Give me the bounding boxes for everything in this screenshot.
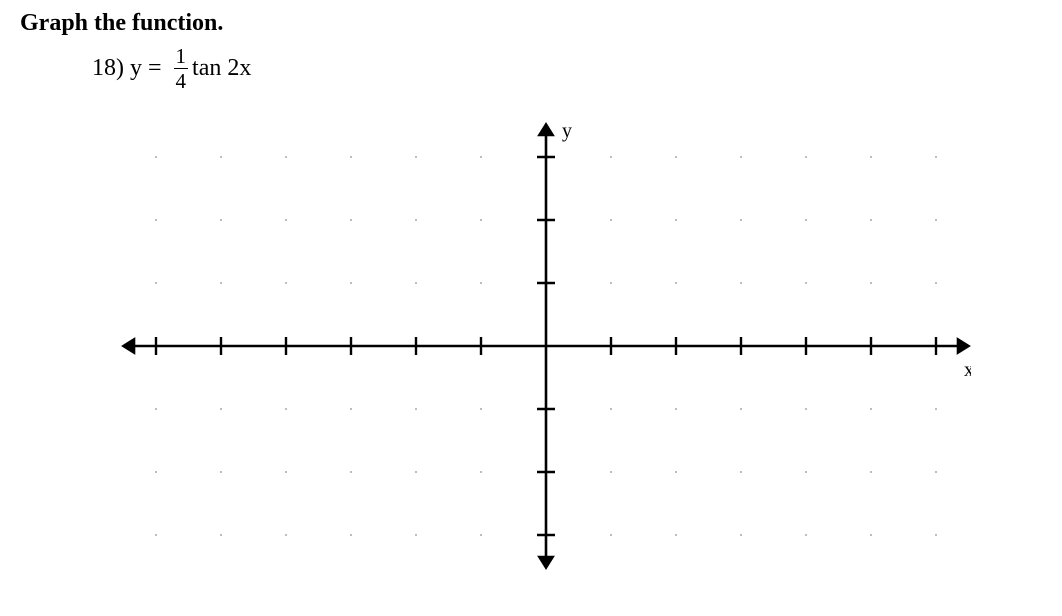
equation-lhs: y <box>130 55 142 82</box>
fraction-numerator: 1 <box>174 45 189 67</box>
question-number: 18) <box>92 55 124 82</box>
coordinate-grid: yx <box>91 116 971 576</box>
svg-text:y: y <box>562 120 572 142</box>
svg-text:x: x <box>964 359 971 381</box>
fraction-denominator: 4 <box>174 70 189 92</box>
section-title: Graph the function. <box>20 10 1042 37</box>
equation-equals: = <box>148 55 162 82</box>
equation: y = 1 4 tan 2x <box>130 45 251 92</box>
equation-rhs: tan 2x <box>192 55 251 82</box>
problem-row: 18) y = 1 4 tan 2x <box>92 45 1042 92</box>
graph-container: yx <box>20 116 1042 576</box>
equation-fraction: 1 4 <box>174 45 189 92</box>
